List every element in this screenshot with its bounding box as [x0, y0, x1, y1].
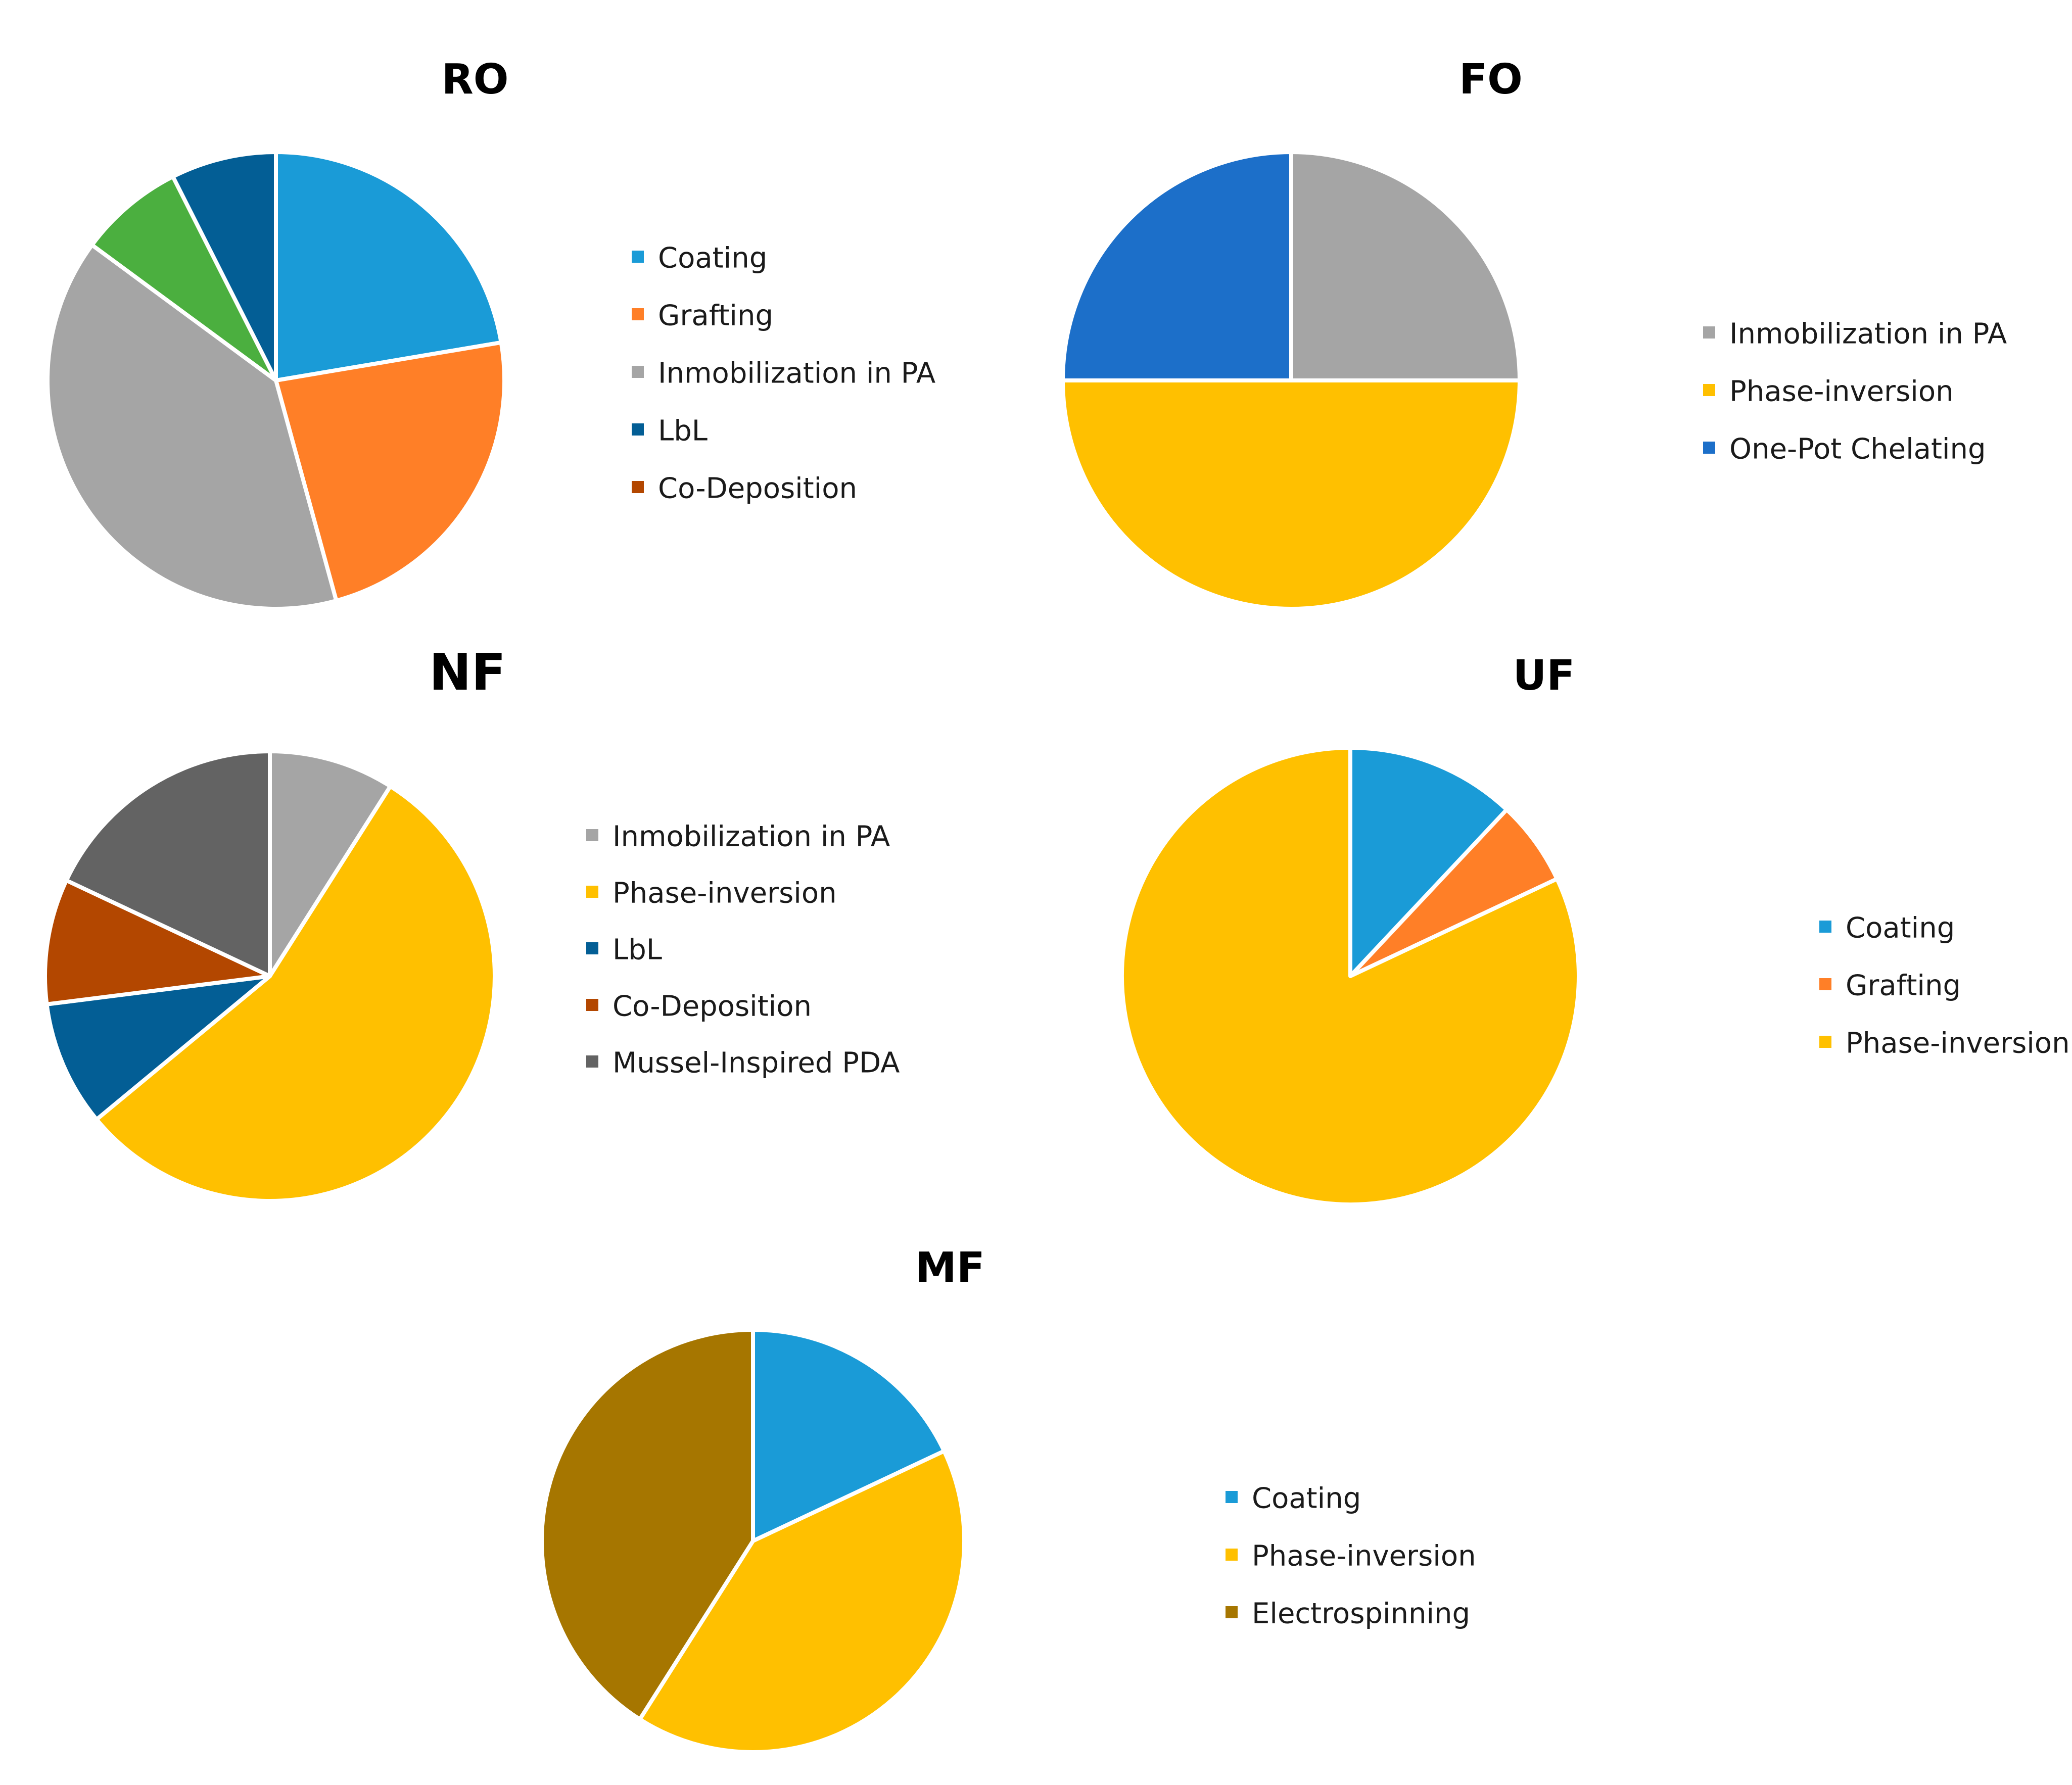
legend-swatch-nf-inmobilization-in-pa	[586, 829, 598, 841]
chart-title-uf: UF	[1513, 652, 1575, 700]
legend-swatch-mf-coating	[1226, 1491, 1238, 1503]
legend-swatch-fo-inmobilization-in-pa	[1703, 326, 1715, 339]
legend-swatch-ro-inmobilization-in-pa	[632, 366, 644, 378]
pie-slice-mf-phase-inversion	[638, 1449, 967, 1755]
pie-slice-mf-electrospinning	[539, 1328, 755, 1721]
legend-label-mf-electrospinning: Electrospinning	[1252, 1598, 1470, 1630]
chart-title-fo: FO	[1459, 56, 1523, 104]
pie-slice-nf-phase-inversion	[95, 784, 497, 1203]
legend-label-fo-one-pot-chelating: One-Pot Chelating	[1729, 433, 1986, 466]
legend-label-mf-phase-inversion: Phase-inversion	[1252, 1540, 1476, 1573]
legend-swatch-ro-coating	[632, 251, 644, 263]
legend-swatch-ro-co-deposition	[632, 481, 644, 493]
legend-swatch-uf-coating	[1819, 921, 1831, 933]
legend-label-mf-coating: Coating	[1252, 1482, 1361, 1515]
legend-label-uf-grafting: Grafting	[1846, 970, 1961, 1002]
legend-swatch-nf-phase-inversion	[586, 886, 598, 898]
legend-label-ro-coating: Coating	[658, 242, 767, 275]
legend-label-ro-co-deposition: Co-Deposition	[658, 472, 857, 505]
pie-slice-nf-co-deposition	[43, 878, 272, 1006]
legend-swatch-ro-lbl	[632, 423, 644, 436]
chart-mf: MF Coating Phase-inversion Electrospinning	[539, 1244, 1476, 1755]
legend-swatch-nf-lbl	[586, 942, 598, 954]
pie-slice-uf-grafting	[1348, 807, 1559, 978]
legend-label-nf-co-deposition: Co-Deposition	[613, 990, 812, 1023]
legend-label-uf-coating: Coating	[1846, 912, 1955, 945]
pie-slice-fo-inmobilization-in-pa	[1289, 150, 1522, 382]
legend-label-fo-inmobilization-in-pa: Inmobilization in PA	[1729, 318, 2007, 351]
chart-uf: UF Coating Grafting Phase-inversion	[1120, 652, 2070, 1207]
legend-label-ro-lbl: LbL	[658, 415, 708, 448]
chart-fo: FO Inmobilization in PA Phase-inversion One…	[1061, 56, 2007, 611]
legend-swatch-nf-mussel-inspired-pda	[586, 1055, 598, 1068]
legend-swatch-mf-electrospinning	[1226, 1606, 1238, 1618]
legend-swatch-nf-co-deposition	[586, 999, 598, 1011]
pie-slice-nf-lbl	[44, 974, 272, 1122]
legend-swatch-fo-phase-inversion	[1703, 384, 1715, 396]
pie-slice-mf-coating	[751, 1328, 947, 1543]
pie-slice-uf-coating	[1348, 746, 1509, 978]
chart-title-ro: RO	[442, 56, 509, 104]
legend-swatch-ro-grafting	[632, 308, 644, 320]
legend-swatch-uf-phase-inversion	[1819, 1036, 1831, 1048]
pie-slice-ro-inmobilization-in-pa	[45, 243, 339, 611]
chart-title-nf: NF	[429, 643, 506, 702]
pie-slice-ro-coating	[274, 150, 503, 382]
pie-slice-fo-phase-inversion	[1061, 378, 1522, 611]
legend-swatch-mf-phase-inversion	[1226, 1549, 1238, 1561]
legend-label-fo-phase-inversion: Phase-inversion	[1729, 375, 1954, 408]
pie-slice-ro-lbl	[171, 150, 278, 382]
legend-label-nf-lbl: LbL	[613, 934, 662, 967]
pie-slice-nf-inmobilization-in-pa	[268, 749, 393, 978]
pie-slice-uf-phase-inversion	[1120, 746, 1581, 1207]
legend-label-nf-inmobilization-in-pa: Inmobilization in PA	[613, 821, 890, 853]
chart-nf: NF Inmobilization in PA Phase-inversion LbL…	[43, 643, 900, 1203]
legend-label-ro-inmobilization-in-pa: Inmobilization in PA	[658, 357, 935, 390]
pie-slice-fo-one-pot-chelating	[1061, 150, 1293, 382]
pie-slice-ro-grafting	[274, 340, 506, 603]
legend-label-uf-phase-inversion: Phase-inversion	[1846, 1027, 2070, 1060]
pie-slice-nf-mussel-inspired-pda	[64, 749, 272, 978]
legend-label-nf-phase-inversion: Phase-inversion	[613, 877, 837, 910]
chart-title-mf: MF	[915, 1244, 985, 1292]
legend-swatch-fo-one-pot-chelating	[1703, 442, 1715, 454]
legend-label-nf-mussel-inspired-pda: Mussel-Inspired PDA	[613, 1047, 900, 1080]
legend-label-ro-grafting: Grafting	[658, 300, 773, 332]
pie-slice-ro-segment-3	[90, 174, 278, 382]
chart-ro: RO Coating Grafting Inmobilization in PA LbL…	[45, 56, 935, 611]
legend-swatch-uf-grafting	[1819, 978, 1831, 990]
